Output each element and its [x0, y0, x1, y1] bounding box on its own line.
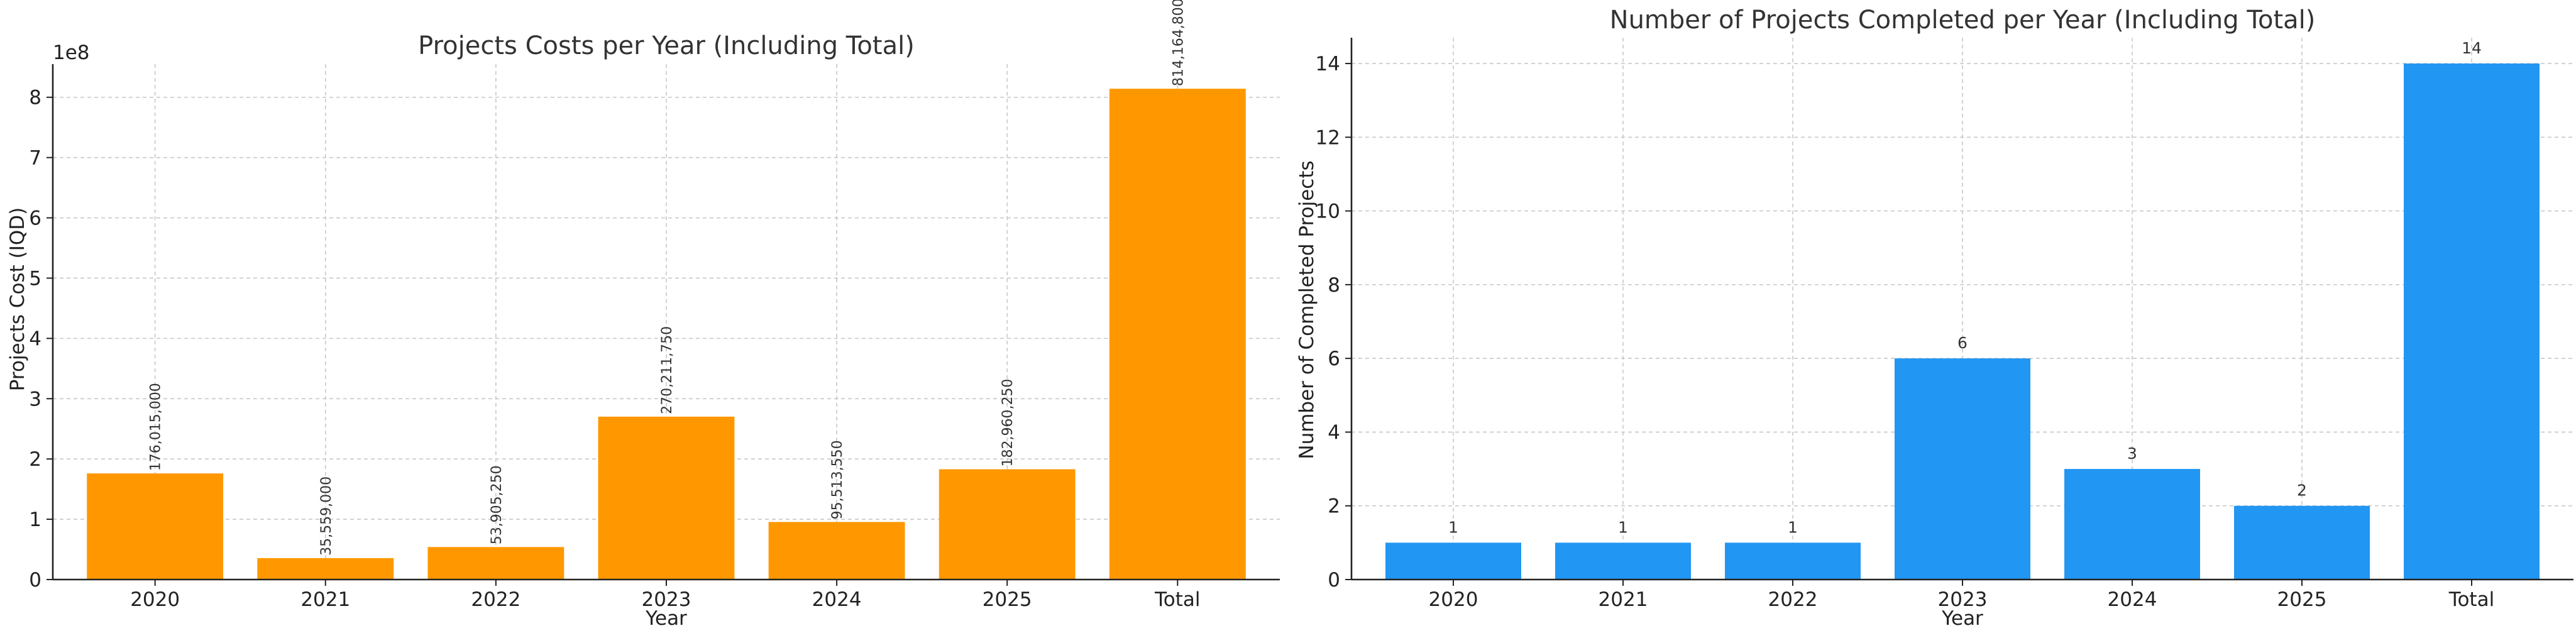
- x-tick-label: 2020: [130, 588, 180, 611]
- count-chart-bars: [1385, 63, 2540, 580]
- cost-chart-bar-total: [1109, 89, 1246, 580]
- cost-chart-bar-2022: [427, 547, 564, 580]
- count-chart-data-labels: 1 1 1 6 3 2 14: [1448, 39, 2482, 536]
- cost-chart-bars: [87, 89, 1246, 580]
- y-tick-label: 8: [29, 87, 41, 109]
- cost-chart-bar-2023: [598, 416, 735, 580]
- cost-chart: Projects Costs per Year (Including Total…: [6, 0, 1280, 630]
- x-tick-label: 2023: [642, 588, 691, 611]
- count-chart: Number of Projects Completed per Year (I…: [1296, 6, 2573, 630]
- cost-chart-x-axis-label: Year: [645, 607, 687, 630]
- y-tick-label: 4: [1328, 421, 1340, 444]
- cost-chart-bar-2025: [938, 469, 1076, 580]
- cost-chart-value-label: 270,211,750: [659, 326, 675, 414]
- cost-chart-data-labels: 176,015,000 35,559,000 53,905,250 270,211,7…: [148, 0, 1187, 556]
- count-chart-value-label: 2: [2297, 481, 2307, 500]
- cost-chart-value-label: 53,905,250: [489, 465, 505, 544]
- count-chart-value-label: 6: [1957, 334, 1968, 352]
- y-tick-label: 4: [29, 327, 41, 350]
- cost-chart-title: Projects Costs per Year (Including Total…: [418, 31, 915, 60]
- x-tick-label: 2025: [2277, 588, 2327, 611]
- count-chart-value-label: 3: [2127, 444, 2137, 463]
- y-tick-label: 7: [29, 147, 41, 170]
- y-tick-label: 1: [29, 509, 41, 531]
- y-tick-label: 6: [1328, 348, 1340, 370]
- count-chart-x-axis-label: Year: [1941, 607, 1983, 630]
- count-chart-bar-total: [2404, 63, 2540, 580]
- x-tick-label: 2024: [812, 588, 862, 611]
- y-tick-label: 0: [1328, 569, 1340, 591]
- count-chart-bar-2020: [1385, 542, 1521, 580]
- x-tick-label: 2023: [1938, 588, 1988, 611]
- count-chart-bar-2024: [2064, 469, 2200, 580]
- cost-chart-value-label: 35,559,000: [319, 476, 334, 556]
- x-tick-label: 2025: [983, 588, 1032, 611]
- cost-chart-bar-2024: [768, 522, 905, 580]
- y-tick-label: 2: [1328, 495, 1340, 518]
- y-tick-label: 5: [29, 267, 41, 290]
- count-chart-title: Number of Projects Completed per Year (I…: [1610, 6, 2316, 35]
- y-tick-label: 10: [1316, 201, 1340, 223]
- y-tick-label: 2: [29, 448, 41, 471]
- x-tick-label: 2022: [471, 588, 520, 611]
- y-tick-label: 14: [1316, 53, 1340, 75]
- cost-chart-y-axis-label: Projects Cost (IQD): [6, 207, 29, 391]
- count-chart-bar-2023: [1895, 358, 2030, 580]
- count-chart-bar-2022: [1725, 542, 1861, 580]
- cost-chart-offset-text: 1e8: [53, 41, 90, 64]
- y-tick-label: 12: [1316, 126, 1340, 149]
- count-chart-bar-2021: [1555, 542, 1691, 580]
- cost-chart-bar-2020: [87, 473, 224, 580]
- x-tick-label: 2021: [300, 588, 350, 611]
- x-tick-label: 2020: [1429, 588, 1478, 611]
- y-tick-label: 3: [29, 388, 41, 410]
- count-chart-value-label: 1: [1788, 518, 1798, 536]
- cost-chart-value-label: 814,164,800: [1170, 0, 1186, 86]
- x-tick-label: Total: [1154, 588, 1200, 611]
- cost-chart-axes: 0 1 2 3 4 5 6 7 8 2020 2021 2022 2023 2024 2025 Total: [29, 64, 1280, 611]
- x-tick-label: 2024: [2108, 588, 2157, 611]
- cost-chart-value-label: 176,015,000: [148, 383, 164, 471]
- count-chart-value-label: 1: [1618, 518, 1628, 536]
- count-chart-bar-2025: [2234, 505, 2370, 580]
- cost-chart-bar-2021: [257, 558, 394, 580]
- cost-chart-value-label: 182,960,250: [1000, 379, 1016, 467]
- count-chart-value-label: 14: [2462, 39, 2482, 57]
- cost-chart-value-label: 95,513,550: [830, 440, 845, 519]
- count-chart-y-axis-label: Number of Completed Projects: [1296, 160, 1318, 459]
- y-tick-label: 8: [1328, 274, 1340, 297]
- x-tick-label: 2021: [1599, 588, 1648, 611]
- x-tick-label: Total: [2448, 588, 2494, 611]
- y-tick-label: 0: [29, 569, 41, 591]
- count-chart-value-label: 1: [1448, 518, 1458, 536]
- y-tick-label: 6: [29, 207, 41, 230]
- x-tick-label: 2022: [1768, 588, 1818, 611]
